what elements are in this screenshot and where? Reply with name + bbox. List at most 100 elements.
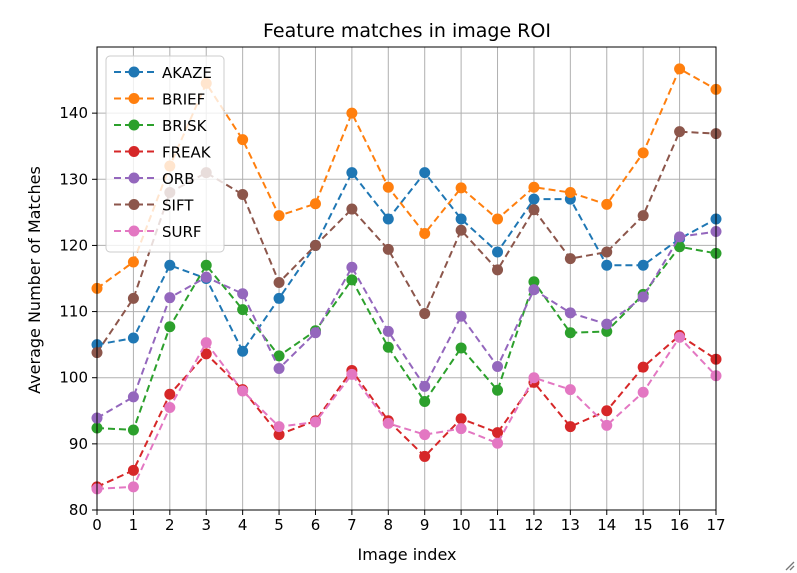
data-point xyxy=(455,342,467,354)
data-point xyxy=(382,213,394,225)
x-tick-label: 11 xyxy=(488,516,507,534)
data-point xyxy=(127,332,139,344)
x-tick-label: 4 xyxy=(238,516,248,534)
data-point xyxy=(309,239,321,251)
x-tick-label: 9 xyxy=(420,516,430,534)
data-point xyxy=(346,368,358,380)
data-point xyxy=(273,292,285,304)
data-point xyxy=(637,361,649,373)
data-point xyxy=(309,416,321,428)
data-point xyxy=(237,134,249,146)
data-point xyxy=(492,246,504,258)
data-point xyxy=(455,224,467,236)
series-line xyxy=(96,245,717,432)
x-axis-label: Image index xyxy=(358,545,457,564)
data-point xyxy=(419,308,431,320)
data-point xyxy=(237,345,249,357)
legend-item-surf: SURF xyxy=(114,223,202,241)
data-point xyxy=(164,321,176,333)
data-point xyxy=(200,348,212,360)
legend-marker xyxy=(128,172,140,184)
data-point xyxy=(346,167,358,179)
data-point xyxy=(127,256,139,268)
data-point xyxy=(200,259,212,271)
data-point xyxy=(528,284,540,296)
data-point xyxy=(637,210,649,222)
data-point xyxy=(674,331,686,343)
resize-grip-icon[interactable] xyxy=(785,561,795,571)
legend: AKAZE BRIEF BRISK FREAK ORB SIFT SURF xyxy=(105,55,225,253)
data-point xyxy=(492,427,504,439)
data-point xyxy=(346,107,358,119)
data-point xyxy=(455,423,467,435)
data-point xyxy=(273,429,285,441)
data-point xyxy=(528,193,540,205)
legend-marker xyxy=(128,146,140,157)
data-point xyxy=(419,167,431,179)
data-point xyxy=(382,341,394,353)
y-tick-label: 130 xyxy=(59,170,88,188)
legend-item-akaze: AKAZE xyxy=(114,64,212,82)
data-point xyxy=(164,259,176,271)
data-point xyxy=(237,304,249,316)
data-point xyxy=(637,259,649,271)
data-point xyxy=(237,385,249,397)
data-point xyxy=(492,437,504,449)
x-tick-label: 6 xyxy=(311,516,321,534)
legend-label: SURF xyxy=(162,223,202,241)
legend-item-orb: ORB xyxy=(114,170,195,188)
data-point xyxy=(273,276,285,288)
data-point xyxy=(492,264,504,276)
x-tick-label: 15 xyxy=(634,516,653,534)
legend-marker xyxy=(128,119,140,131)
x-tick-label: 13 xyxy=(561,516,580,534)
data-point xyxy=(382,181,394,193)
data-point xyxy=(200,337,212,349)
data-point xyxy=(492,213,504,225)
data-point xyxy=(601,419,613,431)
series-line xyxy=(96,230,717,419)
legend-marker xyxy=(128,199,140,210)
chart-title: Feature matches in image ROI xyxy=(263,20,551,42)
y-axis-label: Average Number of Matches xyxy=(25,166,44,394)
y-tick-label: 80 xyxy=(69,501,88,519)
x-tick-label: 8 xyxy=(384,516,394,534)
data-point xyxy=(127,391,139,403)
legend-item-brisk: BRISK xyxy=(114,117,208,135)
data-point xyxy=(127,292,139,304)
series-line xyxy=(96,335,717,490)
data-point xyxy=(528,276,540,288)
data-point xyxy=(564,253,576,265)
data-point xyxy=(237,188,249,200)
x-tick-label: 7 xyxy=(347,516,357,534)
data-point xyxy=(455,310,467,322)
data-point xyxy=(127,481,139,493)
legend-label: AKAZE xyxy=(162,64,212,82)
legend-item-freak: FREAK xyxy=(114,144,212,162)
x-tick-label: 12 xyxy=(524,516,543,534)
data-point xyxy=(273,362,285,374)
data-point xyxy=(309,198,321,210)
data-point xyxy=(674,231,686,243)
data-point xyxy=(200,271,212,283)
data-point xyxy=(455,413,467,425)
data-point xyxy=(164,292,176,304)
x-tick-label: 10 xyxy=(452,516,471,534)
data-point xyxy=(127,424,139,436)
data-point xyxy=(164,401,176,413)
series-surf xyxy=(91,331,722,495)
data-point xyxy=(346,274,358,286)
data-point xyxy=(564,384,576,396)
series-line xyxy=(96,334,717,488)
data-point xyxy=(564,421,576,433)
data-point xyxy=(382,243,394,255)
data-point xyxy=(492,384,504,396)
data-point xyxy=(273,350,285,362)
data-point xyxy=(419,429,431,441)
data-point xyxy=(237,288,249,300)
data-point xyxy=(674,126,686,138)
legend-marker xyxy=(128,66,140,78)
data-point xyxy=(674,241,686,253)
data-point xyxy=(382,325,394,337)
data-point xyxy=(273,421,285,433)
